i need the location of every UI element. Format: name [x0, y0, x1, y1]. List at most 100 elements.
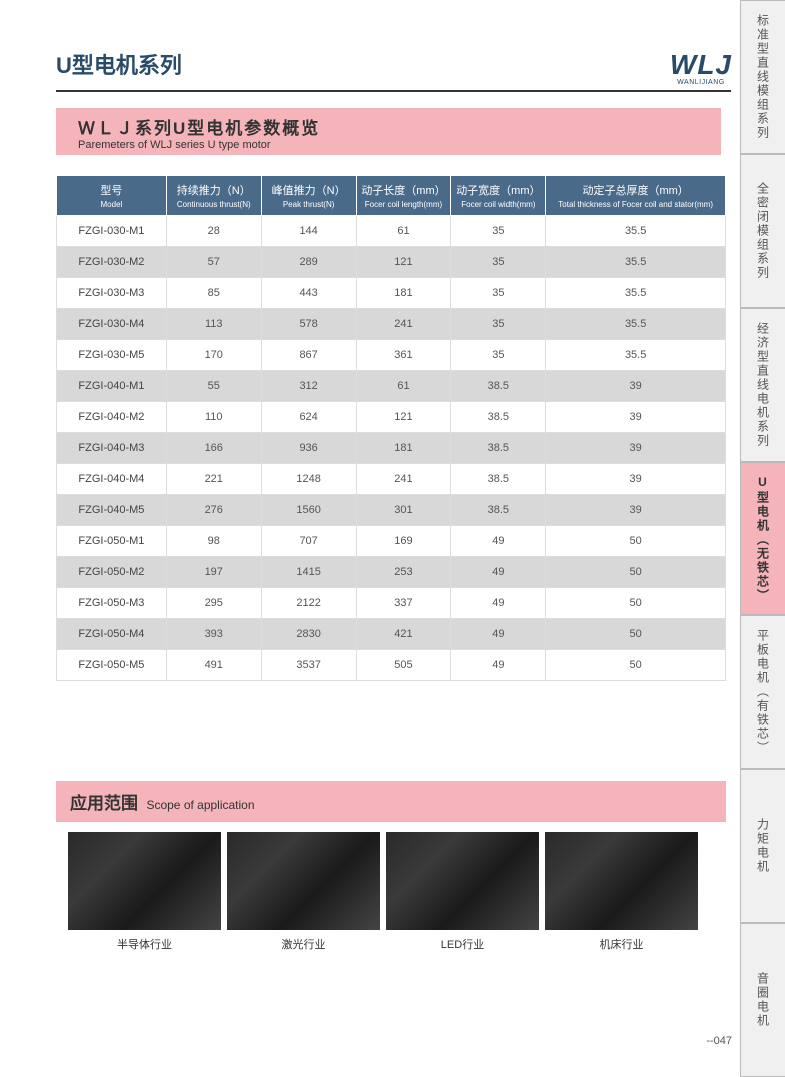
page-title: U型电机系列	[56, 48, 740, 80]
side-tab[interactable]: 音圈电机	[740, 923, 785, 1077]
table-row: FZGI-030-M41135782413535.5	[57, 309, 726, 340]
page: WLJ WANLIJIANG U型电机系列 ＷＬＪ系列U型电机参数概览 Pare…	[0, 0, 740, 1077]
table-row: FZGI-050-M219714152534950	[57, 557, 726, 588]
table-cell: 337	[356, 588, 451, 619]
logo-main: WLJ	[670, 49, 732, 80]
application-image	[545, 832, 698, 930]
table-cell: 85	[166, 278, 261, 309]
table-row: FZGI-050-M439328304214950	[57, 619, 726, 650]
table-cell: FZGI-030-M3	[57, 278, 167, 309]
table-cell: 867	[261, 340, 356, 371]
table-cell: FZGI-050-M1	[57, 526, 167, 557]
table-cell: 61	[356, 216, 451, 247]
table-cell: 50	[546, 619, 726, 650]
table-row: FZGI-040-M211062412138.539	[57, 402, 726, 433]
table-cell: 38.5	[451, 464, 546, 495]
application-item: 半导体行业	[68, 832, 221, 952]
table-cell: 144	[261, 216, 356, 247]
table-cell: 49	[451, 619, 546, 650]
table-cell: 50	[546, 588, 726, 619]
table-cell: 50	[546, 557, 726, 588]
table-cell: 57	[166, 247, 261, 278]
side-tab[interactable]: 经济型直线电机系列	[740, 308, 785, 462]
application-label: LED行业	[386, 936, 539, 952]
table-cell: 241	[356, 464, 451, 495]
page-number: --047	[706, 1035, 732, 1047]
parameters-table: 型号Model持续推力（N）Continuous thrust(N)峰值推力（N…	[56, 175, 726, 681]
table-cell: FZGI-040-M2	[57, 402, 167, 433]
table-cell: 35.5	[546, 278, 726, 309]
table-cell: 39	[546, 371, 726, 402]
application-item: 机床行业	[545, 832, 698, 952]
table-cell: 295	[166, 588, 261, 619]
table-cell: 505	[356, 650, 451, 681]
table-cell: 181	[356, 433, 451, 464]
side-tab[interactable]: U型电机（无铁芯）	[740, 462, 785, 616]
table-row: FZGI-030-M128144613535.5	[57, 216, 726, 247]
table-cell: 35.5	[546, 216, 726, 247]
table-cell: 49	[451, 588, 546, 619]
side-tab[interactable]: 全密闭模组系列	[740, 154, 785, 308]
table-cell: 39	[546, 495, 726, 526]
table-cell: 170	[166, 340, 261, 371]
table-cell: 2830	[261, 619, 356, 650]
side-tab[interactable]: 平板电机（有铁芯）	[740, 615, 785, 769]
table-row: FZGI-030-M51708673613535.5	[57, 340, 726, 371]
table-cell: 35	[451, 247, 546, 278]
table-cell: FZGI-030-M4	[57, 309, 167, 340]
table-row: FZGI-040-M4221124824138.539	[57, 464, 726, 495]
table-cell: 61	[356, 371, 451, 402]
table-cell: 28	[166, 216, 261, 247]
table-cell: 707	[261, 526, 356, 557]
subtitle-en: Paremeters of WLJ series U type motor	[78, 139, 711, 151]
table-cell: 221	[166, 464, 261, 495]
application-label: 激光行业	[227, 936, 380, 952]
table-cell: 35.5	[546, 247, 726, 278]
side-tab[interactable]: 力矩电机	[740, 769, 785, 923]
table-cell: FZGI-030-M1	[57, 216, 167, 247]
table-cell: 197	[166, 557, 261, 588]
table-cell: FZGI-050-M5	[57, 650, 167, 681]
table-cell: FZGI-040-M5	[57, 495, 167, 526]
brand-logo: WLJ WANLIJIANG	[670, 52, 732, 86]
table-cell: FZGI-040-M3	[57, 433, 167, 464]
table-cell: 421	[356, 619, 451, 650]
table-cell: 3537	[261, 650, 356, 681]
table-cell: 49	[451, 650, 546, 681]
table-cell: 253	[356, 557, 451, 588]
table-cell: 50	[546, 526, 726, 557]
table-cell: 443	[261, 278, 356, 309]
table-cell: 39	[546, 433, 726, 464]
side-tab[interactable]: 标准型直线模组系列	[740, 0, 785, 154]
table-cell: FZGI-040-M4	[57, 464, 167, 495]
application-label: 半导体行业	[68, 936, 221, 952]
table-cell: 241	[356, 309, 451, 340]
application-image	[386, 832, 539, 930]
table-cell: 113	[166, 309, 261, 340]
table-cell: 38.5	[451, 371, 546, 402]
scope-en: Scope of application	[146, 798, 254, 812]
col-header: 持续推力（N）Continuous thrust(N)	[166, 176, 261, 216]
table-row: FZGI-040-M1553126138.539	[57, 371, 726, 402]
application-item: 激光行业	[227, 832, 380, 952]
table-cell: 35	[451, 309, 546, 340]
table-cell: FZGI-030-M5	[57, 340, 167, 371]
table-cell: 166	[166, 433, 261, 464]
table-cell: 121	[356, 402, 451, 433]
table-row: FZGI-050-M329521223374950	[57, 588, 726, 619]
table-body: FZGI-030-M128144613535.5FZGI-030-M257289…	[57, 216, 726, 681]
table-cell: 35	[451, 340, 546, 371]
application-label: 机床行业	[545, 936, 698, 952]
table-cell: FZGI-050-M4	[57, 619, 167, 650]
table-cell: 1415	[261, 557, 356, 588]
table-cell: 35	[451, 216, 546, 247]
table-cell: 491	[166, 650, 261, 681]
table-cell: 35.5	[546, 340, 726, 371]
table-cell: 312	[261, 371, 356, 402]
table-cell: 55	[166, 371, 261, 402]
table-cell: 181	[356, 278, 451, 309]
table-cell: 276	[166, 495, 261, 526]
table-cell: 49	[451, 557, 546, 588]
table-cell: 289	[261, 247, 356, 278]
table-cell: FZGI-050-M2	[57, 557, 167, 588]
